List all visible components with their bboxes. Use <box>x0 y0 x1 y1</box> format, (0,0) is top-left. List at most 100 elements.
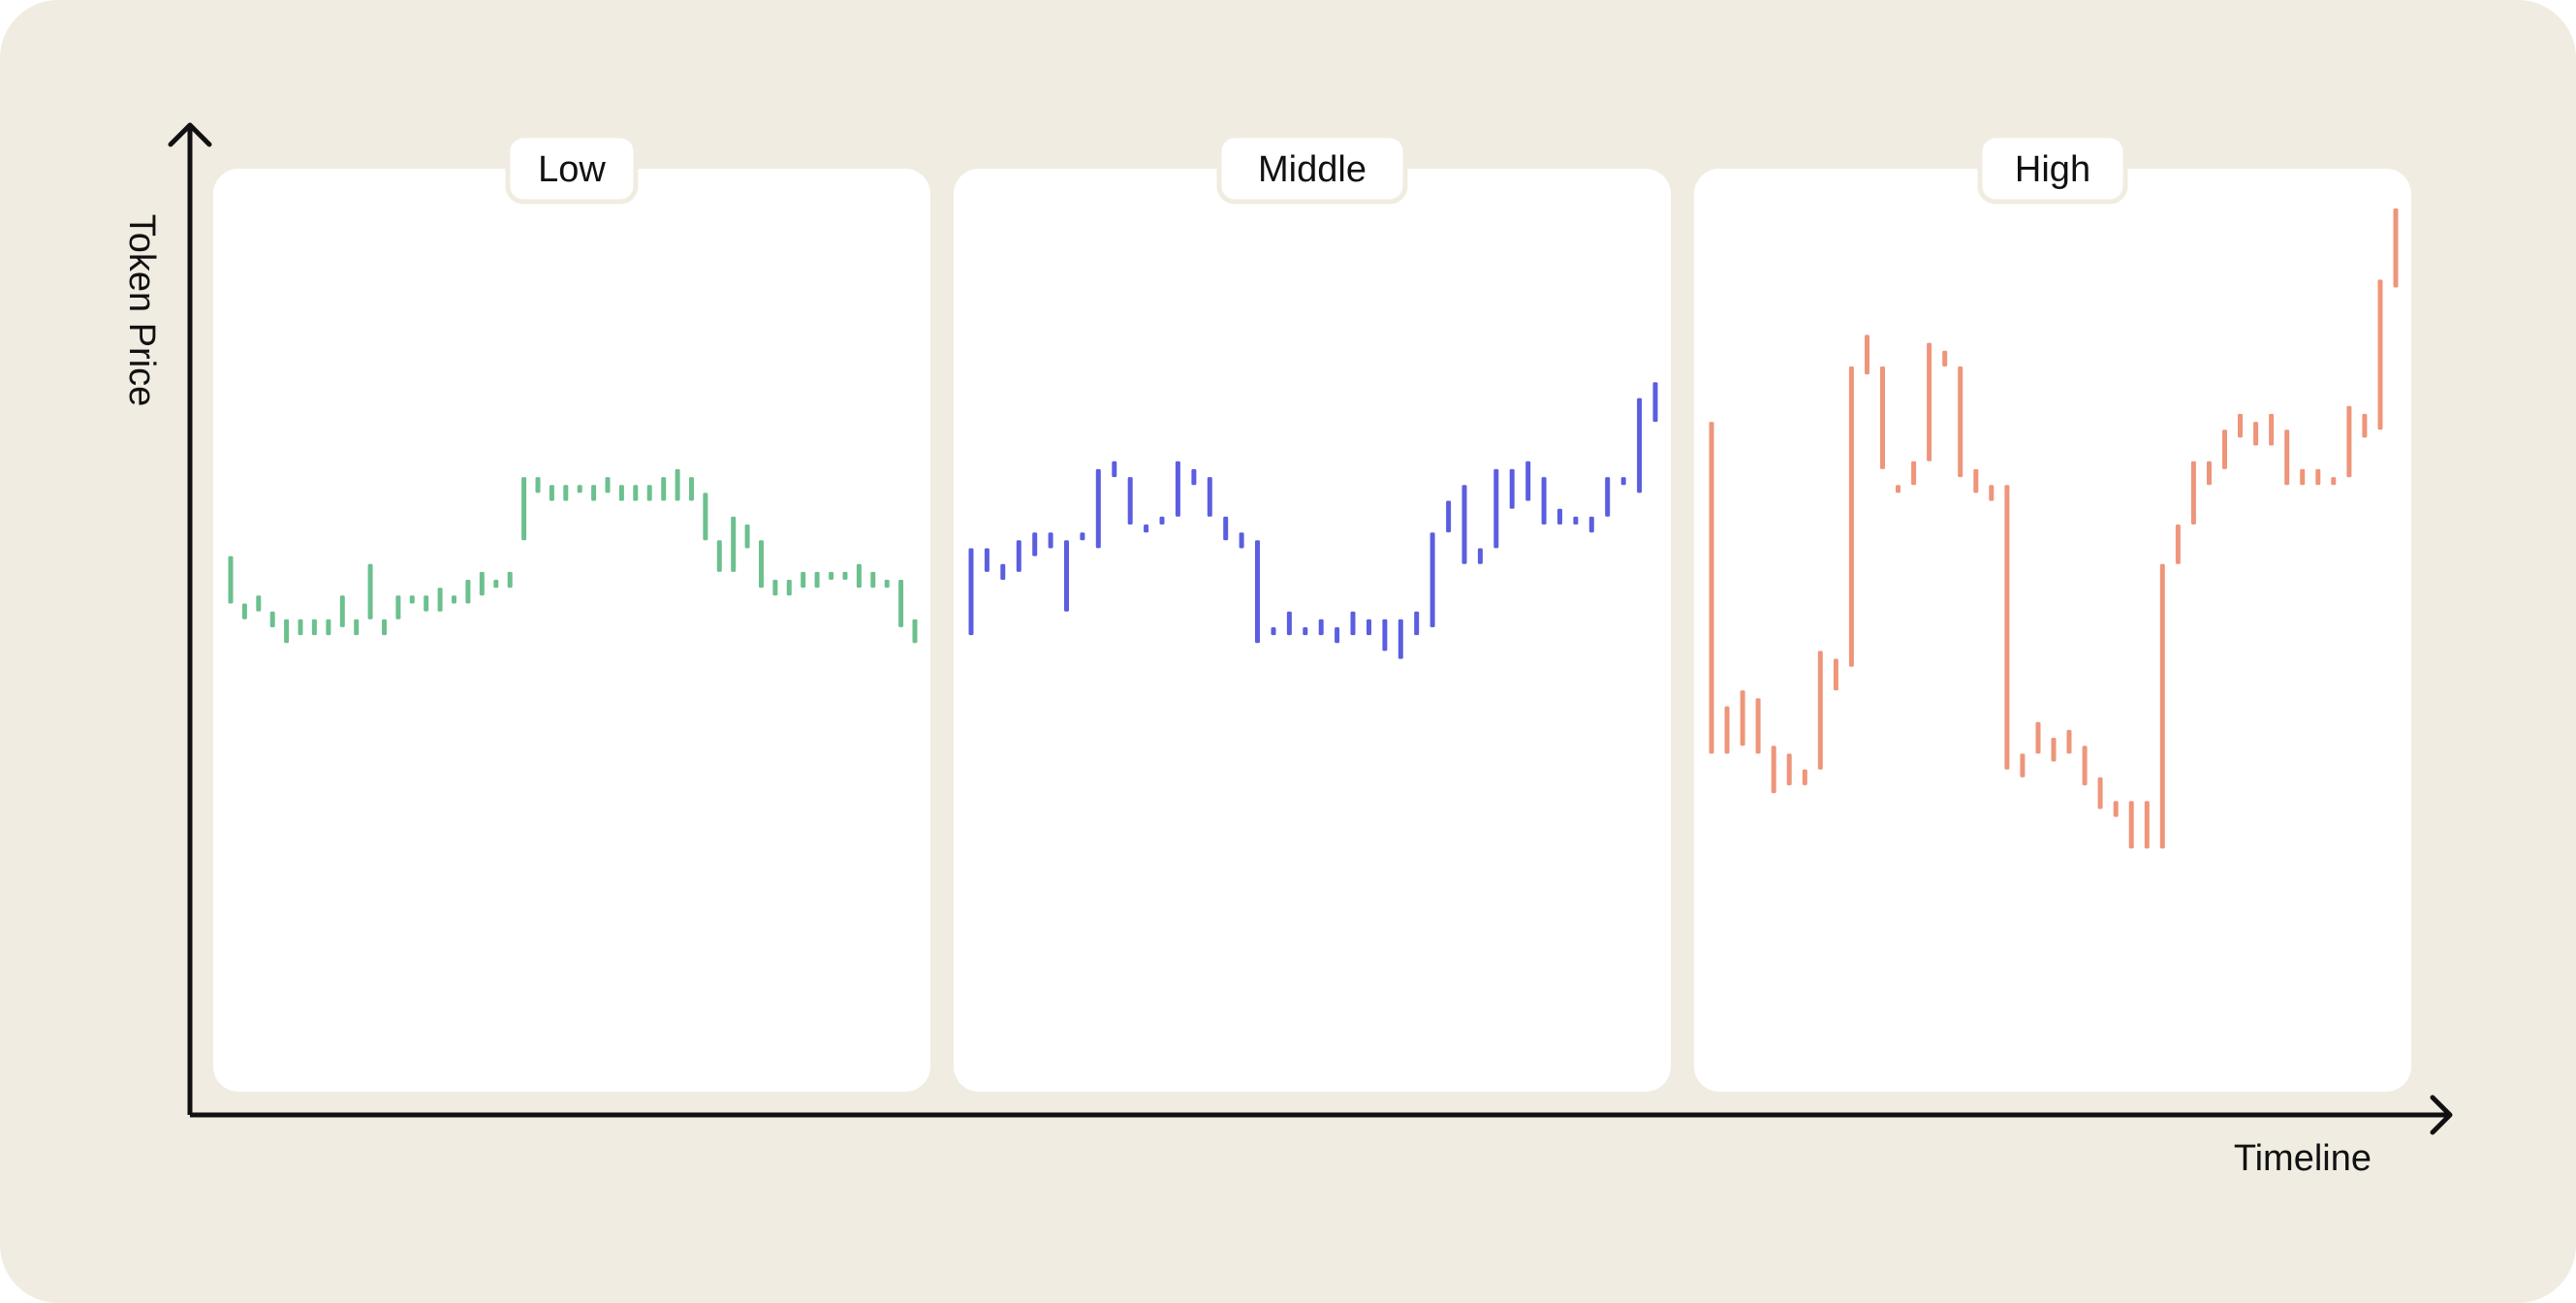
price-range-bar <box>1803 770 1807 785</box>
price-range-bar <box>591 485 596 500</box>
price-range-bar <box>2160 564 2165 848</box>
price-range-bar <box>2253 422 2258 445</box>
price-range-bar <box>1741 690 1745 746</box>
price-range-bar <box>1880 366 1885 469</box>
price-range-bar <box>1756 698 1761 753</box>
price-range-bar <box>578 485 582 493</box>
price-range-bar <box>898 580 903 627</box>
price-range-bar <box>1493 469 1498 549</box>
price-range-bar <box>1080 532 1084 540</box>
panel-label: Middle <box>1258 149 1367 190</box>
price-range-bar <box>1942 351 1947 366</box>
price-range-bar <box>1725 707 1730 754</box>
price-range-bar <box>326 620 330 635</box>
price-range-bar <box>1605 477 1610 517</box>
panel-high: High <box>1694 136 2411 1092</box>
panel-background <box>213 169 930 1092</box>
price-range-bar <box>382 620 387 635</box>
price-range-bar <box>1818 651 1823 769</box>
price-range-bar <box>493 580 498 588</box>
price-range-bar <box>1064 540 1069 611</box>
price-range-bar <box>1367 620 1371 635</box>
price-range-bar <box>480 572 485 595</box>
price-range-bar <box>2346 406 2351 477</box>
price-range-bar <box>661 477 666 500</box>
price-range-bar <box>2284 429 2289 485</box>
price-range-bar <box>885 580 890 588</box>
price-range-bar <box>2098 778 2103 810</box>
price-range-bar <box>606 477 611 493</box>
price-range-bar <box>2378 279 2383 429</box>
price-range-bar <box>703 493 707 540</box>
price-range-bar <box>2176 524 2181 564</box>
price-range-bar <box>1287 612 1292 635</box>
price-range-bar <box>2067 730 2072 754</box>
price-range-bar <box>2394 208 2399 288</box>
price-range-bar <box>1128 477 1133 524</box>
price-range-bar <box>2238 414 2243 438</box>
y-axis-label: Token Price <box>121 214 162 407</box>
price-range-bar <box>2222 429 2227 469</box>
price-range-bar <box>1319 620 1324 635</box>
price-range-bar <box>1144 524 1148 532</box>
price-range-bar <box>1000 564 1005 580</box>
price-range-bar <box>2362 414 2367 438</box>
price-range-bar <box>2269 414 2274 446</box>
price-range-bar <box>2036 722 2041 754</box>
price-range-bar <box>536 477 541 493</box>
price-range-bar <box>870 572 875 588</box>
price-range-bar <box>759 540 764 588</box>
price-range-bar <box>368 564 373 620</box>
price-range-bar <box>1191 469 1196 485</box>
panel-label: High <box>2015 149 2090 190</box>
price-range-bar <box>1176 461 1180 517</box>
price-range-bar <box>633 485 638 500</box>
price-range-bar <box>1958 366 1963 477</box>
price-range-bar <box>1896 485 1901 493</box>
price-range-bar <box>1351 612 1356 635</box>
panel-middle: Middle <box>954 136 1671 1092</box>
price-range-bar <box>424 595 428 611</box>
price-range-bar <box>801 572 805 588</box>
price-range-bar <box>410 595 415 603</box>
price-range-bar <box>2129 801 2134 848</box>
panel-low: Low <box>213 136 930 1092</box>
price-range-bar <box>256 595 261 611</box>
price-range-bar <box>229 556 234 604</box>
price-range-bar <box>2207 461 2212 486</box>
price-range-bar <box>2300 469 2305 485</box>
price-range-bar <box>1414 612 1419 635</box>
price-range-bar <box>1478 549 1483 564</box>
price-range-bar <box>1382 620 1387 652</box>
price-range-bar <box>2145 801 2150 848</box>
price-range-bar <box>675 469 680 501</box>
price-range-bar <box>1335 627 1339 643</box>
price-range-bar <box>843 572 848 580</box>
price-range-bar <box>2020 753 2025 777</box>
price-range-bar <box>857 564 862 588</box>
panel-label: Low <box>538 149 606 190</box>
price-range-bar <box>1398 620 1403 659</box>
price-range-bar <box>1112 461 1116 477</box>
price-range-bar <box>913 620 918 644</box>
price-range-bar <box>1621 477 1626 485</box>
price-range-bar <box>829 572 833 580</box>
price-range-bar <box>1787 753 1792 785</box>
price-range-bar <box>985 549 990 572</box>
price-range-bar <box>452 595 456 603</box>
panels-layer: Low Middle High <box>213 136 2411 1092</box>
price-range-bar <box>815 572 820 588</box>
price-range-bar <box>1911 461 1916 486</box>
price-range-bar <box>298 620 303 635</box>
price-range-bar <box>1637 398 1642 493</box>
price-range-bar <box>1927 343 1932 461</box>
price-range-bar <box>1573 517 1578 524</box>
price-range-bar <box>1849 366 1854 667</box>
price-range-bar <box>619 485 624 500</box>
price-range-bar <box>2114 801 2119 816</box>
price-range-bar <box>395 595 400 620</box>
price-range-bar <box>772 580 777 595</box>
price-range-bar <box>787 580 792 595</box>
